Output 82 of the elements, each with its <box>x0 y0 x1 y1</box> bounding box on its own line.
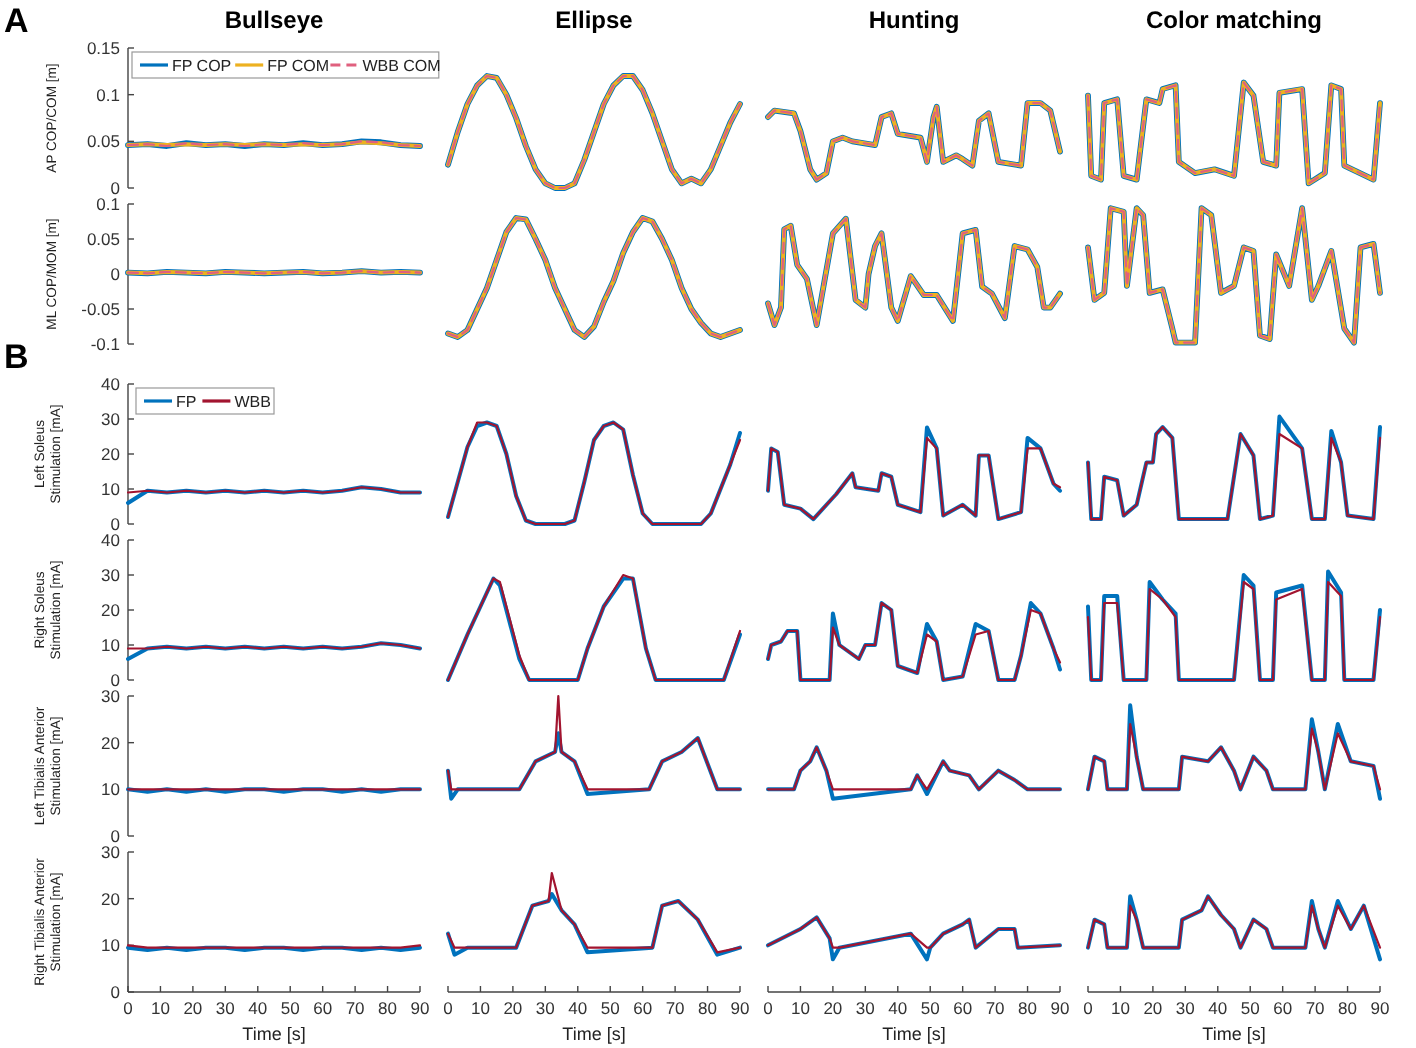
x-tick-label: 50 <box>1240 998 1261 1018</box>
y-tick-label: 20 <box>101 732 121 753</box>
x-tick-label: 10 <box>1110 998 1131 1018</box>
chart-title: Ellipse <box>555 6 634 34</box>
legend-label: FP <box>176 393 197 411</box>
y-tick-label: 0.05 <box>86 131 121 152</box>
y-tick-label: 30 <box>101 686 121 706</box>
x-tick-label: 50 <box>920 998 941 1018</box>
x-tick-label: 80 <box>1338 998 1358 1018</box>
y-tick-label: 20 <box>101 888 121 909</box>
y-tick-label: 40 <box>101 530 121 550</box>
legend-label: FP COM <box>267 57 330 75</box>
x-axis-title: Time [s] <box>1202 1024 1266 1044</box>
y-tick-label: 10 <box>101 935 121 956</box>
y-tick-label: 0.15 <box>86 38 121 58</box>
x-tick-label: 40 <box>248 998 268 1018</box>
y-tick-label: 0 <box>110 264 121 284</box>
y-tick-label: 20 <box>101 600 121 620</box>
x-axis-title: Time [s] <box>882 1024 946 1044</box>
chart-title: Hunting <box>868 6 960 34</box>
x-tick-label: 0 <box>1083 998 1094 1018</box>
x-tick-label: 40 <box>568 998 588 1018</box>
x-tick-label: 30 <box>535 998 556 1018</box>
x-tick-label: 80 <box>1018 998 1038 1018</box>
x-tick-label: 30 <box>855 998 876 1018</box>
x-axis-title: Time [s] <box>242 1024 306 1044</box>
y-tick-label: 30 <box>101 565 121 585</box>
x-tick-label: 70 <box>665 998 686 1018</box>
x-tick-label: 50 <box>600 998 621 1018</box>
x-tick-label: 90 <box>1050 998 1070 1018</box>
x-tick-label: 30 <box>215 998 236 1018</box>
x-tick-label: 80 <box>698 998 718 1018</box>
chart-title: Color matching <box>1145 6 1323 34</box>
x-tick-label: 10 <box>470 998 491 1018</box>
x-tick-label: 70 <box>1305 998 1326 1018</box>
x-tick-label: 40 <box>1208 998 1228 1018</box>
x-tick-label: 10 <box>150 998 171 1018</box>
x-tick-label: 90 <box>1370 998 1390 1018</box>
x-tick-label: 20 <box>823 998 843 1018</box>
x-tick-label: 80 <box>378 998 398 1018</box>
x-tick-label: 60 <box>633 998 653 1018</box>
legend-label: FP COP <box>172 57 232 75</box>
y-tick-label: 0 <box>110 514 121 534</box>
legend-label: WBB COM <box>362 57 442 75</box>
x-tick-label: 70 <box>985 998 1006 1018</box>
x-tick-label: 60 <box>1273 998 1293 1018</box>
x-tick-label: 0 <box>443 998 454 1018</box>
x-tick-label: 20 <box>503 998 523 1018</box>
y-tick-label: 30 <box>101 842 121 862</box>
chart-title: Bullseye <box>224 6 325 34</box>
x-axis-title: Time [s] <box>562 1024 626 1044</box>
y-tick-label: 0 <box>110 826 121 846</box>
text: B <box>4 338 29 376</box>
y-tick-label: 40 <box>101 374 121 394</box>
x-tick-label: 70 <box>345 998 366 1018</box>
y-tick-label: 0.1 <box>96 84 121 105</box>
y-tick-label: 0 <box>110 670 121 690</box>
x-tick-label: 50 <box>280 998 301 1018</box>
x-tick-label: 60 <box>313 998 333 1018</box>
text: A <box>4 2 29 40</box>
y-tick-label: 0 <box>110 178 121 198</box>
legend-label: WBB <box>234 393 271 411</box>
y-tick-label: 20 <box>101 444 121 464</box>
x-tick-label: 0 <box>123 998 134 1018</box>
x-tick-label: 10 <box>790 998 811 1018</box>
y-tick-label: 0 <box>110 982 121 1002</box>
x-tick-label: 20 <box>1143 998 1163 1018</box>
y-tick-label: 0.05 <box>86 229 121 249</box>
x-tick-label: 0 <box>763 998 774 1018</box>
x-tick-label: 90 <box>410 998 430 1018</box>
x-tick-label: 90 <box>730 998 750 1018</box>
y-tick-label: 10 <box>101 479 121 499</box>
x-tick-label: 60 <box>953 998 973 1018</box>
y-tick-label: 10 <box>101 635 121 655</box>
y-tick-label: 0.1 <box>96 194 121 214</box>
y-tick-label: -0.05 <box>81 299 121 319</box>
x-tick-label: 40 <box>888 998 908 1018</box>
y-tick-label: 30 <box>101 409 121 429</box>
y-tick-label: 10 <box>101 779 121 800</box>
x-tick-label: 20 <box>183 998 203 1018</box>
x-tick-label: 30 <box>1175 998 1196 1018</box>
y-tick-label: -0.1 <box>90 334 121 354</box>
